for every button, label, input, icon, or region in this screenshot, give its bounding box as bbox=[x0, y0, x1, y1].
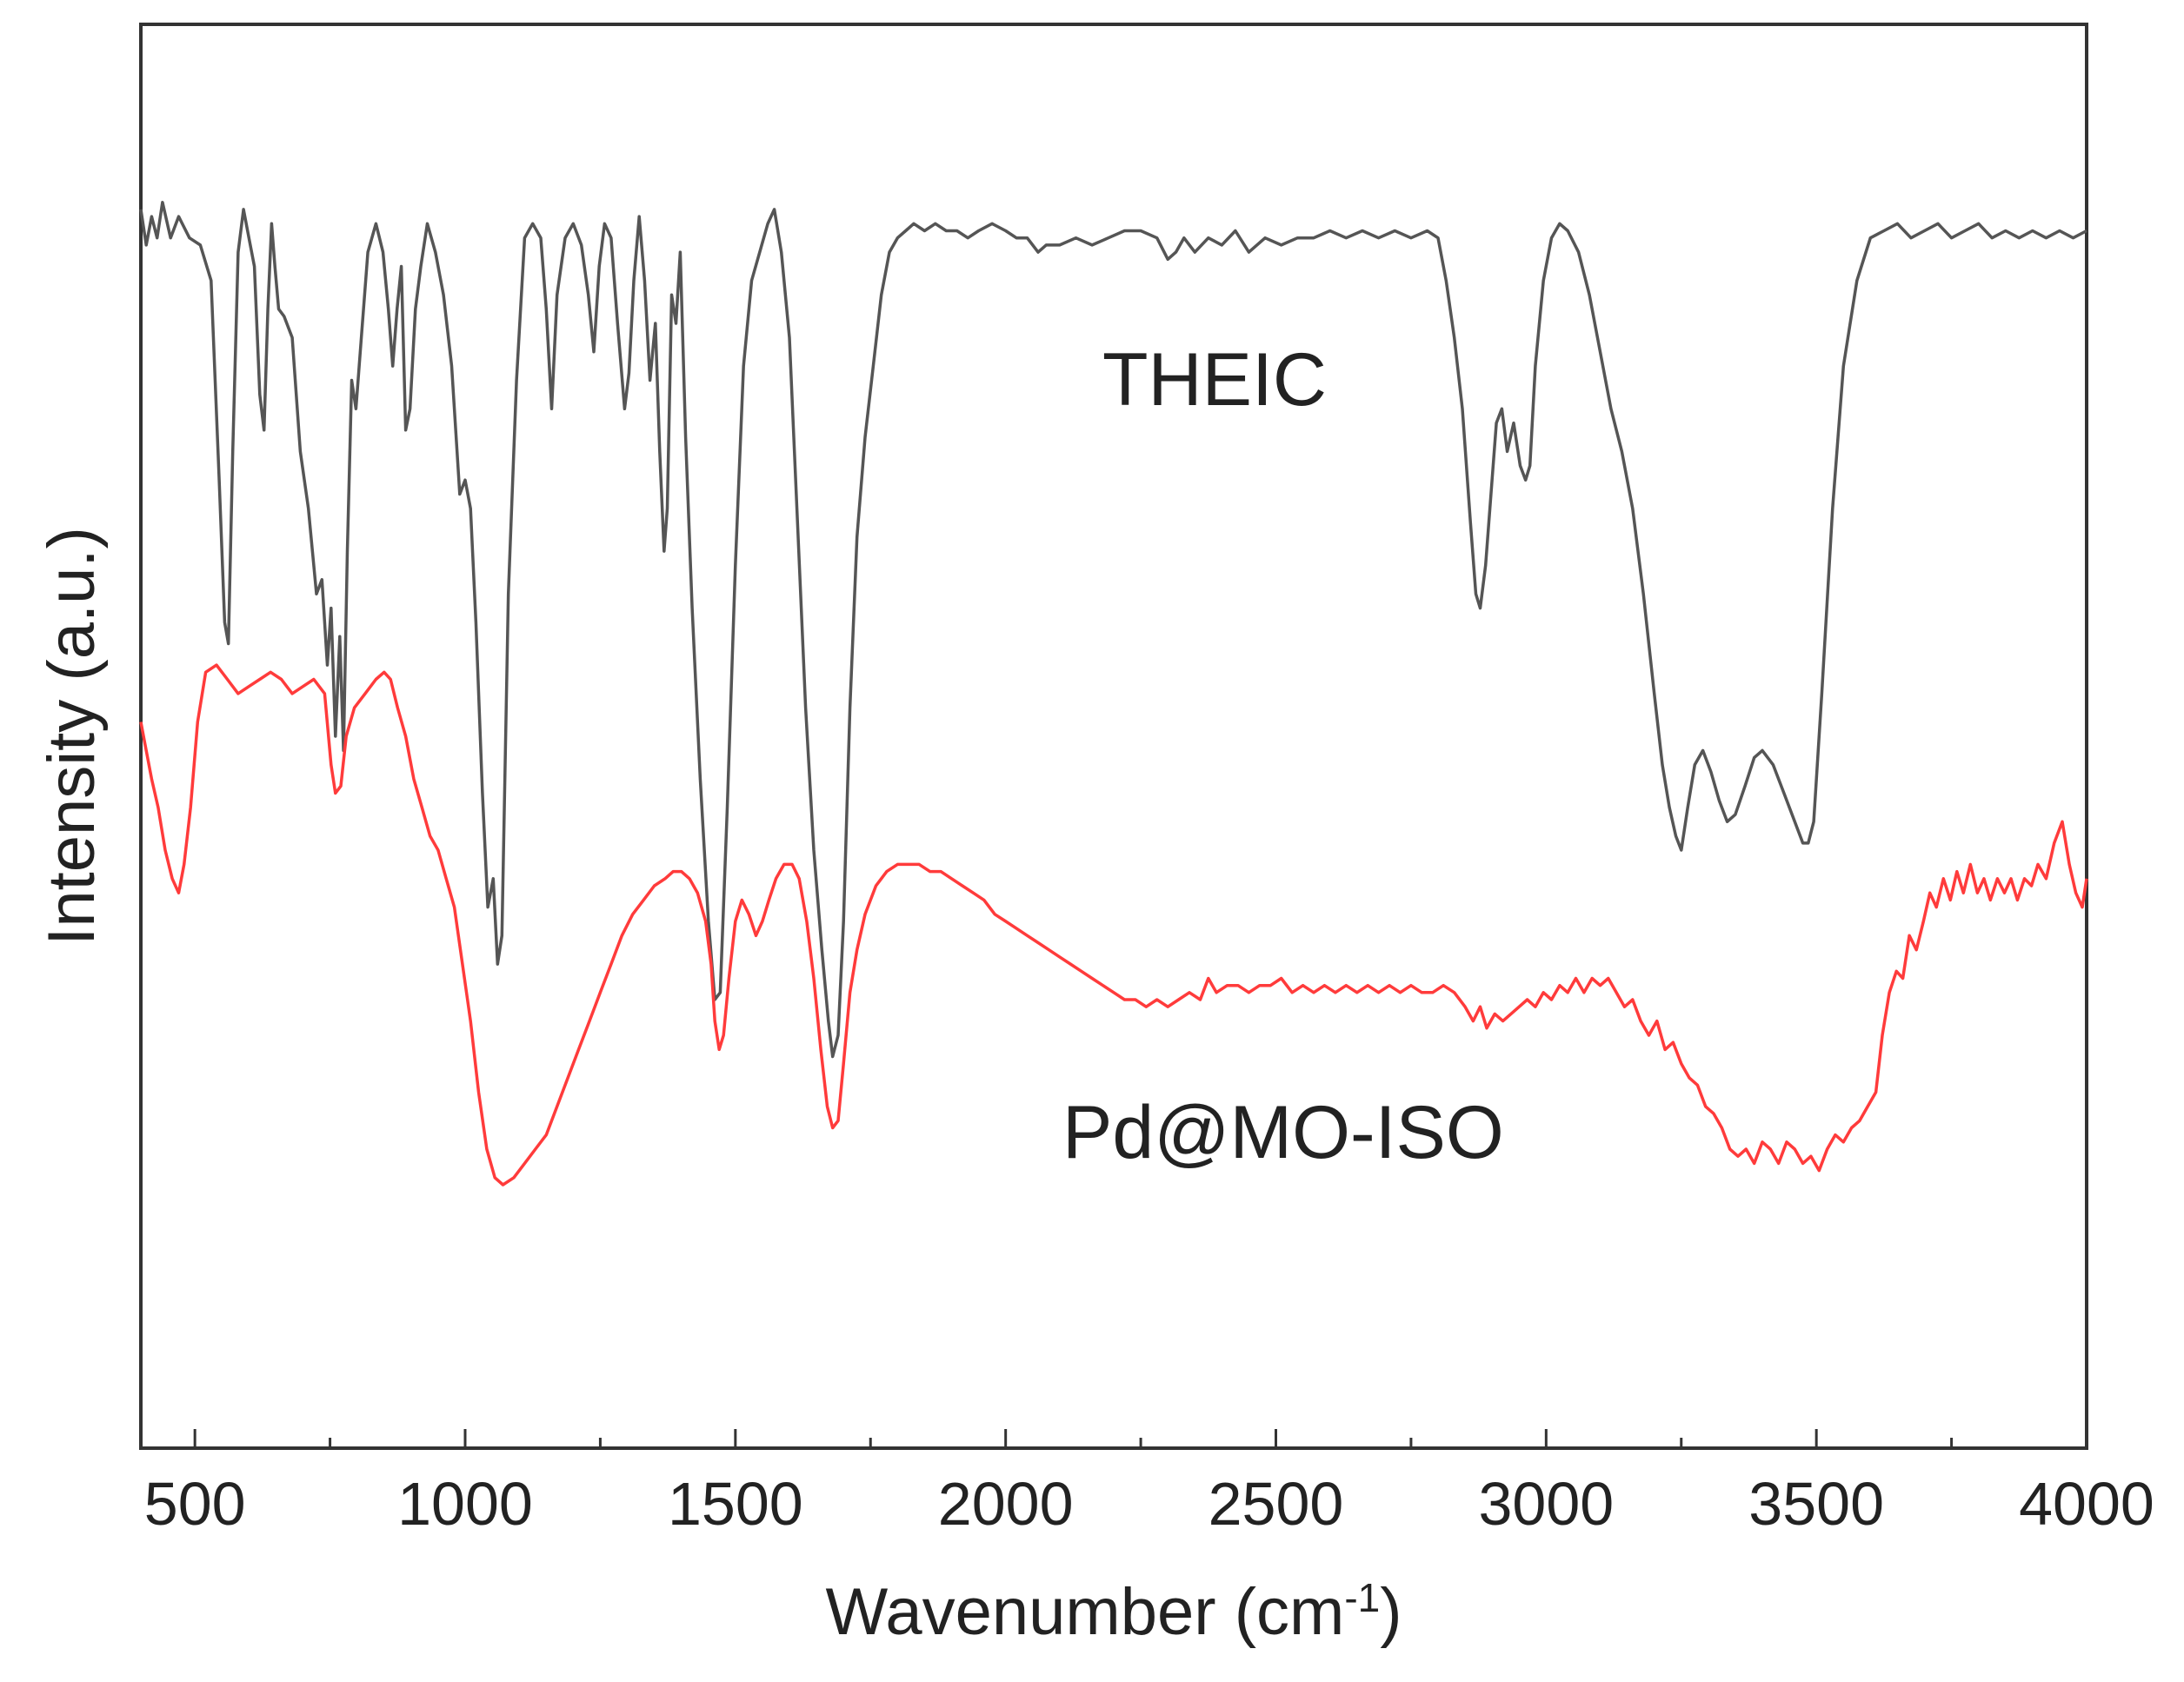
series-label-theic: THEIC bbox=[1102, 338, 1327, 422]
x-axis-title-sup: -1 bbox=[1344, 1575, 1380, 1620]
x-axis-title: Wavenumber (cm-1) bbox=[825, 1575, 1402, 1649]
x-axis-title-close: ) bbox=[1380, 1575, 1402, 1649]
y-axis-title: Intensity (a.u.) bbox=[35, 527, 109, 946]
series-label-pd-mo-iso: Pd@MO-ISO bbox=[1062, 1091, 1504, 1174]
x-tick-label: 3000 bbox=[1478, 1470, 1614, 1538]
x-ticks: 500 1000 1500 2000 2500 3000 3500 4000 bbox=[144, 1429, 2154, 1538]
x-axis-title-main: Wavenumber (cm bbox=[825, 1575, 1344, 1649]
x-tick-label: 3500 bbox=[1748, 1470, 1884, 1538]
x-tick-label: 500 bbox=[144, 1470, 246, 1538]
plot-frame bbox=[139, 23, 2088, 1450]
x-tick-label: 1500 bbox=[668, 1470, 803, 1538]
x-tick-label: 2000 bbox=[938, 1470, 1074, 1538]
series-line-1 bbox=[139, 663, 2088, 1187]
series-layer bbox=[139, 201, 2088, 1187]
x-tick-label: 2500 bbox=[1209, 1470, 1344, 1538]
x-tick-label: 4000 bbox=[2019, 1470, 2154, 1538]
x-tick-label: 1000 bbox=[397, 1470, 533, 1538]
series-line-0 bbox=[139, 201, 2087, 1059]
